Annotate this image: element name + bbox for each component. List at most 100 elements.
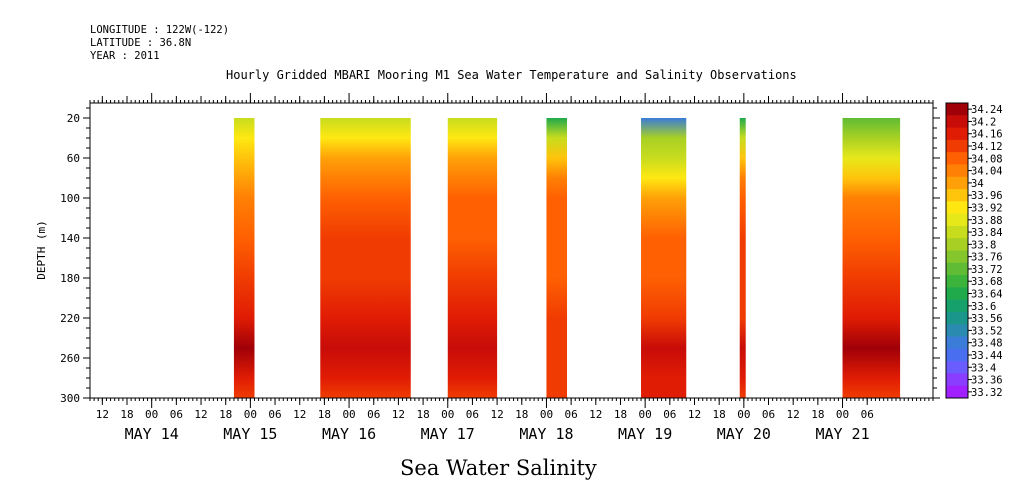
- x-day-label: MAY 21: [815, 425, 869, 443]
- x-tick-label: 06: [762, 408, 775, 421]
- y-tick-label: 180: [60, 272, 80, 285]
- latitude-label: LATITUDE : 36.8N: [90, 37, 192, 49]
- colorbar-swatch: [946, 250, 968, 264]
- colorbar-swatch: [946, 201, 968, 215]
- colorbar-swatch: [946, 225, 968, 239]
- x-tick-label: 12: [194, 408, 207, 421]
- x-tick-label: 00: [737, 408, 750, 421]
- colorbar-variable-label: Sea Water Salinity: [400, 456, 597, 480]
- x-tick-label: 12: [392, 408, 405, 421]
- x-tick-label: 00: [540, 408, 553, 421]
- colorbar-label: 33.64: [971, 289, 1003, 301]
- x-tick-label: 12: [787, 408, 800, 421]
- y-tick-label: 20: [67, 112, 80, 125]
- x-day-label: MAY 19: [618, 425, 672, 443]
- time-axis: 12 18 00 06 12 18 00 06 12 18 00 06 12 18 00 06 12 18 00 06…: [89, 93, 934, 443]
- colorbar-swatch: [946, 115, 968, 129]
- colorbar-label: 33.56: [971, 313, 1003, 325]
- colorbar-frame: [945, 102, 969, 399]
- colorbar-swatch: [946, 361, 968, 374]
- colorbar-swatch: [946, 287, 968, 301]
- colorbar-label: 33.84: [971, 227, 1003, 239]
- x-tick-label: 12: [688, 408, 701, 421]
- y-tick-label: 220: [60, 312, 80, 325]
- y-tick-label: 100: [60, 192, 80, 205]
- x-tick-label: 18: [811, 408, 824, 421]
- colorbar-swatch: [946, 348, 968, 362]
- colorbar-swatch: [946, 262, 968, 276]
- colorbar-label: 33.32: [971, 387, 1003, 399]
- x-day-label: MAY 14: [125, 425, 179, 443]
- x-tick-label: 00: [244, 408, 257, 421]
- y-axis-label: DEPTH (m): [35, 220, 48, 280]
- colorbar-label: 34.12: [971, 141, 1003, 153]
- year-label: YEAR : 2011: [90, 50, 160, 62]
- x-tick-label: 06: [170, 408, 183, 421]
- x-tick-label: 18: [713, 408, 726, 421]
- x-day-label: MAY 15: [223, 425, 277, 443]
- colorbar-swatch: [946, 164, 968, 178]
- x-tick-label: 12: [293, 408, 306, 421]
- colorbar-label: 33.48: [971, 338, 1003, 350]
- salinity-segment: [447, 118, 498, 398]
- salinity-segment: [320, 118, 411, 398]
- colorbar-label: 33.68: [971, 276, 1003, 288]
- x-tick-label: 18: [219, 408, 232, 421]
- colorbar-label: 33.36: [971, 375, 1003, 387]
- x-day-label: MAY 18: [519, 425, 573, 443]
- depth-axis: 20 60 100 140 180 220 260 300: [60, 107, 940, 405]
- x-tick-label: 06: [268, 408, 281, 421]
- plot-frame: [89, 102, 934, 399]
- salinity-segment: [546, 118, 568, 398]
- colorbar-swatch: [946, 139, 968, 153]
- x-tick-label: 00: [639, 408, 652, 421]
- colorbar-label: 33.88: [971, 215, 1003, 227]
- longitude-label: LONGITUDE : 122W(-122): [90, 24, 230, 36]
- y-tick-label: 140: [60, 232, 80, 245]
- colorbar-label: 34.2: [971, 116, 996, 128]
- x-tick-label: 00: [342, 408, 355, 421]
- colorbar-label: 33.72: [971, 264, 1003, 276]
- x-tick-label: 18: [416, 408, 429, 421]
- x-tick-label: 06: [663, 408, 676, 421]
- colorbar-label: 34.16: [971, 129, 1003, 141]
- chart-title: Hourly Gridded MBARI Mooring M1 Sea Wate…: [226, 68, 797, 82]
- x-tick-label: 18: [120, 408, 133, 421]
- x-day-label: MAY 16: [322, 425, 376, 443]
- y-tick-label: 260: [60, 352, 80, 365]
- salinity-segment: [842, 118, 901, 398]
- salinity-segment: [739, 118, 746, 398]
- x-tick-label: 06: [565, 408, 578, 421]
- colorbar-label: 33.96: [971, 190, 1003, 202]
- x-tick-label: 06: [466, 408, 479, 421]
- x-tick-label: 06: [861, 408, 874, 421]
- colorbar-swatch: [946, 238, 968, 251]
- salinity-segment: [233, 118, 255, 398]
- x-tick-label: 06: [367, 408, 380, 421]
- colorbar-swatch: [946, 275, 968, 288]
- colorbar-swatch: [946, 176, 968, 190]
- colorbar-swatch: [946, 127, 968, 141]
- colorbar-label: 34.08: [971, 153, 1003, 165]
- colorbar-label: 33.44: [971, 350, 1003, 362]
- colorbar: 33.3233.3633.433.4433.4833.5233.5633.633…: [945, 102, 1003, 399]
- x-tick-label: 12: [589, 408, 602, 421]
- colorbar-label: 33.4: [971, 362, 996, 374]
- x-tick-label: 18: [318, 408, 331, 421]
- colorbar-swatch: [946, 324, 968, 338]
- colorbar-swatch: [946, 385, 968, 399]
- colorbar-label: 33.92: [971, 202, 1003, 214]
- x-tick-label: 00: [441, 408, 454, 421]
- colorbar-swatch: [946, 373, 968, 387]
- colorbar-swatch: [946, 311, 968, 325]
- x-tick-label: 18: [515, 408, 528, 421]
- colorbar-swatch: [946, 213, 968, 227]
- y-tick-label: 300: [60, 392, 80, 405]
- colorbar-swatch: [946, 336, 968, 350]
- x-tick-label: 12: [96, 408, 109, 421]
- x-day-label: MAY 20: [717, 425, 771, 443]
- colorbar-swatch: [946, 189, 968, 202]
- colorbar-label: 34.04: [971, 166, 1003, 178]
- x-tick-label: 00: [836, 408, 849, 421]
- x-tick-label: 00: [145, 408, 158, 421]
